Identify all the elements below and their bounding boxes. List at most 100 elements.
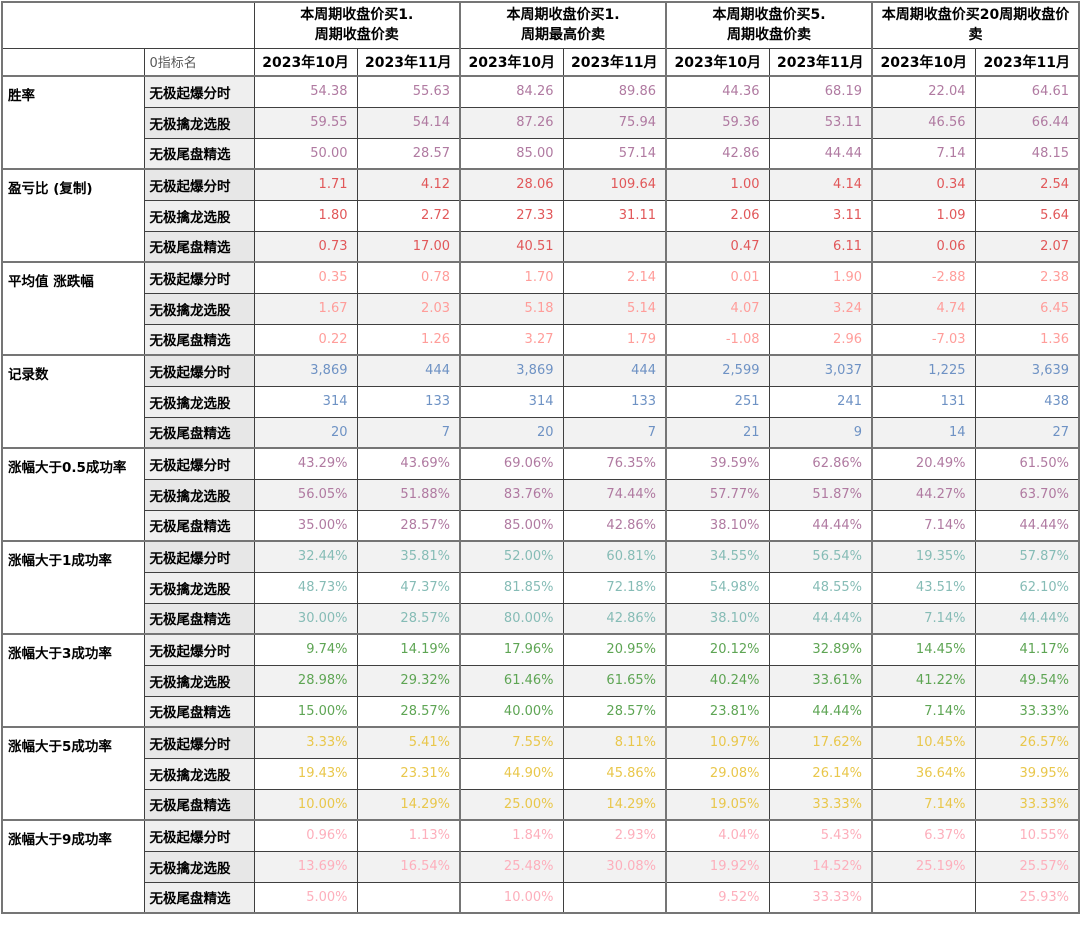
table-row: 无极尾盘精选 35.00% 28.57% 85.00% 42.86% 38.10% 44.4… bbox=[2, 509, 1080, 542]
metric-label: 涨幅大于9成功率 bbox=[1, 819, 145, 914]
cell-value: 28.57% bbox=[356, 602, 461, 635]
cell-value: 3,869 bbox=[459, 354, 564, 387]
cell-value: 7.14% bbox=[871, 695, 976, 728]
cell-value: 0.73 bbox=[253, 230, 358, 263]
cell-value: 3.33% bbox=[253, 726, 358, 759]
table-row: 涨幅大于9成功率 无极起爆分时 0.96% 1.13% 1.84% 2.93% 4.04% 5… bbox=[1, 819, 1080, 914]
cell-value: 75.94 bbox=[562, 106, 667, 139]
cell-value: 54.98% bbox=[665, 571, 770, 604]
metric-label: 涨幅大于0.5成功率 bbox=[1, 447, 145, 542]
cell-value: 444 bbox=[562, 354, 667, 387]
cell-value: 17.00 bbox=[356, 230, 461, 263]
cell-value: 28.57% bbox=[356, 695, 461, 728]
cell-value: 23.31% bbox=[356, 757, 461, 790]
cell-value: 4.74 bbox=[871, 292, 976, 325]
cell-value: 20.49% bbox=[871, 447, 976, 480]
cell-value: 4.14 bbox=[768, 168, 873, 201]
cell-value: 44.44% bbox=[974, 602, 1080, 635]
cell-value: 5.14 bbox=[562, 292, 667, 325]
cell-value: 14.52% bbox=[768, 850, 873, 883]
cell-value: 42.86% bbox=[562, 509, 667, 542]
cell-value: 57.87% bbox=[974, 540, 1080, 573]
cell-value: 30.08% bbox=[562, 850, 667, 883]
cell-value: 2.93% bbox=[562, 819, 667, 852]
indicator-label: 无极擒龙选股 bbox=[143, 664, 255, 697]
cell-value: 55.63 bbox=[356, 75, 461, 108]
table-row: 胜率 无极起爆分时 54.38 55.63 84.26 89.86 44.36 68.19 22… bbox=[1, 75, 1080, 170]
month-header: 2023年10月 bbox=[253, 47, 358, 77]
cell-value: 34.55% bbox=[665, 540, 770, 573]
cell-value: 10.00% bbox=[459, 881, 564, 914]
cell-value: 29.08% bbox=[665, 757, 770, 790]
cell-value: 25.00% bbox=[459, 788, 564, 821]
table-row: 无极擒龙选股 48.73% 47.37% 81.85% 72.18% 54.98% 48.5… bbox=[2, 571, 1080, 604]
indicator-label: 无极尾盘精选 bbox=[143, 137, 255, 170]
cell-value: 5.00% bbox=[253, 881, 358, 914]
indicator-label: 无极起爆分时 bbox=[143, 168, 255, 201]
cell-value: 33.33% bbox=[974, 788, 1080, 821]
metric-label: 涨幅大于3成功率 bbox=[1, 633, 145, 728]
indicator-label: 无极起爆分时 bbox=[143, 633, 255, 666]
month-header: 2023年10月 bbox=[459, 47, 564, 77]
cell-value: 133 bbox=[356, 385, 461, 418]
cell-value bbox=[871, 881, 976, 914]
indicator-label: 无极擒龙选股 bbox=[143, 571, 255, 604]
cell-value: 41.17% bbox=[974, 633, 1080, 666]
cell-value: 1.90 bbox=[768, 261, 873, 294]
indicator-label: 无极擒龙选股 bbox=[143, 757, 255, 790]
table-header: 本周期收盘价买1. 周期收盘价卖 本周期收盘价买1. 周期最高价卖 本周期收盘价买5… bbox=[1, 1, 1080, 77]
cell-value: 51.88% bbox=[356, 478, 461, 511]
cell-value: 49.54% bbox=[974, 664, 1080, 697]
cell-value: 7.14 bbox=[871, 137, 976, 170]
cell-value: 3.11 bbox=[768, 199, 873, 232]
cell-value: 44.44% bbox=[768, 602, 873, 635]
corner-blank-cell bbox=[1, 1, 255, 49]
cell-value: 2.96 bbox=[768, 323, 873, 356]
cell-value: 7 bbox=[356, 416, 461, 449]
cell-value: 17.62% bbox=[768, 726, 873, 759]
cell-value: 45.86% bbox=[562, 757, 667, 790]
table-row: 无极尾盘精选 0.73 17.00 40.51 0.47 6.11 0.06 2.07 bbox=[2, 230, 1080, 263]
cell-value: 33.33% bbox=[768, 788, 873, 821]
table-row: 无极尾盘精选 5.00% 10.00% 9.52% 33.33% 25.93% bbox=[2, 881, 1080, 914]
cell-value: 50.00 bbox=[253, 137, 358, 170]
cell-value: 51.87% bbox=[768, 478, 873, 511]
cell-value: 4.12 bbox=[356, 168, 461, 201]
cell-value: 85.00 bbox=[459, 137, 564, 170]
cell-value: 30.00% bbox=[253, 602, 358, 635]
cell-value: 3,869 bbox=[253, 354, 358, 387]
cell-value: 1.67 bbox=[253, 292, 358, 325]
table-row: 无极尾盘精选 15.00% 28.57% 40.00% 28.57% 23.81% 44.4… bbox=[2, 695, 1080, 728]
table-row: 无极尾盘精选 20 7 20 7 21 9 14 27 bbox=[2, 416, 1080, 449]
cell-value: 3,639 bbox=[974, 354, 1080, 387]
cell-value: 1.80 bbox=[253, 199, 358, 232]
indicator-label: 无极擒龙选股 bbox=[143, 199, 255, 232]
cell-value: 19.05% bbox=[665, 788, 770, 821]
cell-value: 0.22 bbox=[253, 323, 358, 356]
cell-value: 46.56 bbox=[871, 106, 976, 139]
cell-value: 9.74% bbox=[253, 633, 358, 666]
cell-value: 38.10% bbox=[665, 509, 770, 542]
metric-label: 记录数 bbox=[1, 354, 145, 449]
cell-value: 64.61 bbox=[974, 75, 1080, 108]
cell-value: 29.32% bbox=[356, 664, 461, 697]
cell-value: 25.19% bbox=[871, 850, 976, 883]
cell-value: 1,225 bbox=[871, 354, 976, 387]
cell-value: 10.55% bbox=[974, 819, 1080, 852]
cell-value: 87.26 bbox=[459, 106, 564, 139]
cell-value bbox=[356, 881, 461, 914]
cell-value: 28.98% bbox=[253, 664, 358, 697]
cell-value: 33.33% bbox=[768, 881, 873, 914]
cell-value: -2.88 bbox=[871, 261, 976, 294]
indicator-label: 无极尾盘精选 bbox=[143, 416, 255, 449]
cell-value: 10.00% bbox=[253, 788, 358, 821]
cell-value: 251 bbox=[665, 385, 770, 418]
table-row: 无极擒龙选股 19.43% 23.31% 44.90% 45.86% 29.08% 26.1… bbox=[2, 757, 1080, 790]
indicator-label: 无极擒龙选股 bbox=[143, 385, 255, 418]
cell-value: 25.57% bbox=[974, 850, 1080, 883]
indicator-label: 无极起爆分时 bbox=[143, 819, 255, 852]
cell-value: 83.76% bbox=[459, 478, 564, 511]
table-body: 胜率 无极起爆分时 54.38 55.63 84.26 89.86 44.36 68.19 22… bbox=[1, 75, 1080, 914]
cell-value: 0.01 bbox=[665, 261, 770, 294]
